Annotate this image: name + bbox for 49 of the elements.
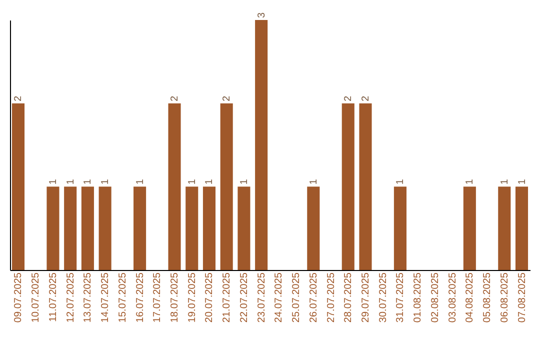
x-tick-label: 26.07.2025 <box>308 272 320 323</box>
data-label: 1 <box>464 178 476 185</box>
x-tick-label: 20.07.2025 <box>204 272 216 323</box>
x-tick-label: 19.07.2025 <box>186 272 198 323</box>
x-tick-label: 31.07.2025 <box>395 272 406 323</box>
x-tick-label: 06.08.2025 <box>499 272 510 323</box>
data-label: 1 <box>395 178 406 185</box>
x-tick-label: 18.07.2025 <box>170 272 181 323</box>
x-tick-label: 13.07.2025 <box>82 272 94 323</box>
x-tick-label: 27.07.2025 <box>326 272 337 323</box>
x-tick-label: 30.07.2025 <box>378 272 389 323</box>
x-tick-label: 24.07.2025 <box>274 272 285 323</box>
data-label: 2 <box>343 95 354 102</box>
data-label: 1 <box>82 178 94 185</box>
data-label: 1 <box>186 178 198 185</box>
x-tick-label: 25.07.2025 <box>291 272 302 323</box>
x-tick-label: 07.08.2025 <box>516 272 528 323</box>
x-tick-label: 09.07.2025 <box>13 272 24 323</box>
data-label: 2 <box>222 95 233 102</box>
x-tick-label: 15.07.2025 <box>117 272 128 323</box>
data-label: 1 <box>516 178 528 185</box>
x-tick-label: 05.08.2025 <box>482 272 494 323</box>
x-tick-label: 04.08.2025 <box>464 272 476 323</box>
data-label: 1 <box>48 178 59 185</box>
x-tick-label: 01.08.2025 <box>412 272 424 323</box>
x-tick-label: 12.07.2025 <box>65 272 76 323</box>
x-tick-label: 02.08.2025 <box>430 272 441 323</box>
x-tick-label: 23.07.2025 <box>256 272 268 323</box>
data-label: 3 <box>256 12 268 18</box>
x-tick-label: 29.07.2025 <box>360 272 372 323</box>
data-label: 2 <box>13 95 24 102</box>
x-tick-label: 03.08.2025 <box>447 272 458 323</box>
data-label: 1 <box>134 178 146 185</box>
data-label: 1 <box>308 178 320 185</box>
data-label: 1 <box>65 178 76 185</box>
data-label: 2 <box>360 95 372 102</box>
x-tick-label: 16.07.2025 <box>134 272 146 323</box>
x-tick-label: 28.07.2025 <box>343 272 354 323</box>
x-tick-label: 17.07.2025 <box>152 272 164 323</box>
data-label: 1 <box>100 178 112 185</box>
x-tick-label: 21.07.2025 <box>222 272 233 323</box>
x-tick-label: 14.07.2025 <box>100 272 112 323</box>
data-label: 1 <box>204 178 216 185</box>
data-label: 1 <box>238 178 250 185</box>
x-tick-label: 22.07.2025 <box>238 272 250 323</box>
x-tick-label: 11.07.2025 <box>48 272 59 322</box>
data-label: 1 <box>499 178 510 185</box>
data-label: 2 <box>170 95 181 102</box>
x-tick-label: 10.07.2025 <box>30 272 42 323</box>
